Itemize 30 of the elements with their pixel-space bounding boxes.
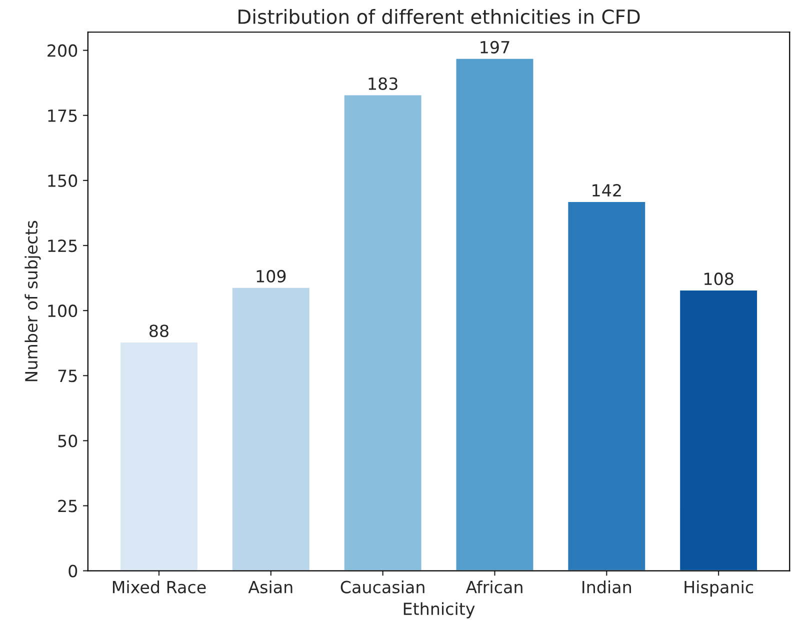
data-label: 197 (480, 40, 510, 54)
y-axis-title: Number of subjects (24, 220, 41, 382)
y-tick-label: 175 (48, 110, 77, 122)
chart-title: Distribution of different ethnicities in CFD (238, 9, 640, 24)
bar (566, 200, 647, 571)
data-label: 183 (368, 77, 398, 90)
bar (678, 289, 758, 571)
data-label: 108 (704, 272, 734, 286)
bar (342, 94, 423, 571)
bar (119, 341, 199, 571)
bar (231, 286, 311, 571)
data-label: 88 (150, 324, 168, 338)
y-tick-label: 200 (48, 44, 78, 57)
x-tick-label: Mixed Race (112, 580, 206, 594)
y-tick-label: 0 (68, 564, 78, 578)
x-tick-label: Hispanic (684, 580, 754, 597)
y-tick-label: 50 (58, 434, 78, 448)
y-tick-label: 125 (48, 239, 77, 252)
x-tick-label: African (466, 580, 522, 594)
y-tick-label: 100 (48, 304, 78, 318)
data-label: 109 (256, 270, 286, 283)
y-tick-label: 75 (58, 370, 77, 382)
x-tick-label: Caucasian (340, 580, 424, 594)
data-label: 142 (592, 184, 621, 196)
x-axis-title: Ethnicity (404, 602, 475, 618)
y-tick-label: 25 (58, 500, 77, 512)
y-tick-label: 150 (48, 174, 78, 188)
bar (454, 57, 535, 571)
x-tick-label: Indian (582, 580, 631, 594)
x-tick-label: Asian (248, 580, 292, 594)
